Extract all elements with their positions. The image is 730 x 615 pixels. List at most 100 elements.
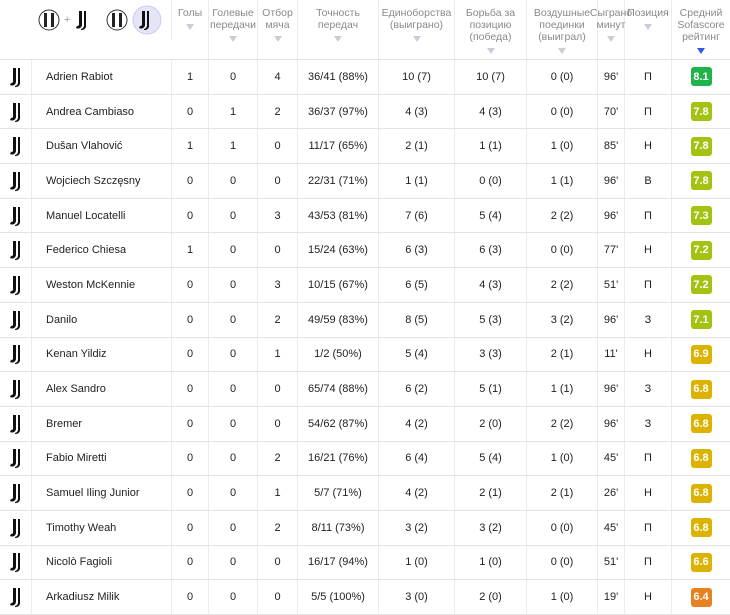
- team-icon: [0, 510, 32, 545]
- stat-cell: 4 (2): [379, 406, 455, 441]
- stat-cell: 2 (2): [527, 406, 598, 441]
- rating-badge: 8.1: [690, 67, 712, 87]
- column-label: Воздушные поединки (выиграл): [533, 7, 591, 43]
- stat-cell: 0: [172, 372, 209, 406]
- stat-cell: 0: [258, 233, 298, 268]
- logo-separator: +: [64, 14, 71, 26]
- sort-arrow: [486, 48, 495, 54]
- juventus-logo-selected[interactable]: [132, 5, 162, 35]
- sort-arrow: [697, 48, 705, 54]
- stat-cell: 1: [209, 129, 258, 164]
- stat-cell: 1 (1): [455, 129, 527, 164]
- stat-cell: 0: [209, 268, 258, 302]
- stat-cell: 1: [172, 233, 209, 268]
- rating-cell: 7.8: [672, 129, 730, 163]
- player-row[interactable]: Arkadiusz Milik 0 0 0 5/5 (100%) 3 (0) 2 (0) 1 …: [0, 580, 730, 615]
- stat-cell: 0: [172, 580, 209, 614]
- stat-cell: 0: [209, 198, 258, 233]
- column-label: Сыграно минут: [589, 7, 633, 31]
- rating-badge: 7.2: [690, 240, 712, 260]
- rating-badge: 6.6: [690, 552, 712, 572]
- player-row[interactable]: Nicolò Fagioli 0 0 0 16/17 (94%) 1 (0) 1 (0) 0 …: [0, 545, 730, 581]
- column-header[interactable]: Точность передач: [298, 0, 379, 59]
- player-name: Arkadiusz Milik: [32, 580, 172, 614]
- player-row[interactable]: Bremer 0 0 0 54/62 (87%) 4 (2) 2 (0) 2 (2) 96' З 6…: [0, 406, 730, 442]
- udinese-logo[interactable]: [106, 9, 128, 31]
- stat-cell: 22/31 (71%): [298, 164, 379, 198]
- column-label: Средний Sofascore рейтинг: [677, 7, 725, 43]
- player-row[interactable]: Andrea Cambiaso 0 1 2 36/37 (97%) 4 (3) 4 (3) 0…: [0, 94, 730, 130]
- stat-cell: П: [625, 94, 672, 129]
- column-header[interactable]: Воздушные поединки (выиграл): [527, 0, 598, 59]
- stat-cell: 6 (3): [455, 233, 527, 268]
- stat-cell: П: [625, 268, 672, 302]
- player-row[interactable]: Fabio Miretti 0 0 2 16/21 (76%) 6 (4) 5 (4) 1 (…: [0, 441, 730, 477]
- stat-cell: Н: [625, 233, 672, 268]
- stat-cell: 5/5 (100%): [298, 580, 379, 614]
- player-name: Fabio Miretti: [32, 441, 172, 476]
- player-name: Danilo: [32, 302, 172, 337]
- column-label: Единоборства (выиграно): [381, 7, 452, 31]
- stat-cell: 45': [598, 441, 625, 476]
- team-icon: [0, 441, 32, 476]
- stat-cell: 3: [258, 268, 298, 302]
- column-header[interactable]: Борьба за позицию (победа): [455, 0, 527, 59]
- stat-cell: 1 (0): [455, 545, 527, 580]
- sort-arrow: [412, 36, 421, 42]
- column-header[interactable]: Средний Sofascore рейтинг: [672, 0, 730, 59]
- rating-badge: 6.8: [690, 414, 712, 434]
- player-row[interactable]: Samuel Iling Junior 0 0 1 5/7 (71%) 4 (2) 2 (1…: [0, 476, 730, 511]
- player-row[interactable]: Weston McKennie 0 0 3 10/15 (67%) 6 (5) 4 (3) 2…: [0, 268, 730, 303]
- stat-cell: 0: [209, 372, 258, 406]
- stat-cell: 0 (0): [527, 545, 598, 580]
- player-row[interactable]: Timothy Weah 0 0 2 8/11 (73%) 3 (2) 3 (2) 0 (0)…: [0, 510, 730, 546]
- stat-cell: 1 (0): [527, 129, 598, 164]
- player-row[interactable]: Manuel Locatelli 0 0 3 43/53 (81%) 7 (6) 5 (4)…: [0, 198, 730, 234]
- stat-cell: 2 (1): [455, 476, 527, 510]
- team-icon: [0, 129, 32, 164]
- player-row[interactable]: Alex Sandro 0 0 0 65/74 (88%) 6 (2) 5 (1) 1 (1)…: [0, 372, 730, 407]
- stat-cell: 0: [172, 337, 209, 372]
- player-row[interactable]: Dušan Vlahović 1 1 0 11/17 (65%) 2 (1) 1 (1) 1 …: [0, 129, 730, 165]
- stat-cell: 2 (1): [527, 337, 598, 372]
- stat-cell: 5/7 (71%): [298, 476, 379, 510]
- column-header[interactable]: Отбор мяча: [258, 0, 298, 59]
- team-icon: [0, 406, 32, 441]
- player-row[interactable]: Federico Chiesa 1 0 0 15/24 (63%) 6 (3) 6 (3) 0…: [0, 233, 730, 269]
- stat-cell: 0: [209, 164, 258, 198]
- player-row[interactable]: Danilo 0 0 2 49/59 (83%) 8 (5) 5 (3) 3 (2) 96' З 7…: [0, 302, 730, 338]
- stat-cell: 8/11 (73%): [298, 510, 379, 545]
- column-header[interactable]: Позиция: [625, 0, 672, 59]
- rating-badge: 7.8: [690, 136, 712, 156]
- rating-cell: 6.4: [672, 580, 730, 614]
- stat-cell: 1: [172, 60, 209, 94]
- player-row[interactable]: Wojciech Szczęsny 0 0 0 22/31 (71%) 1 (1) 0 (0…: [0, 164, 730, 199]
- player-row[interactable]: Adrien Rabiot 1 0 4 36/41 (88%) 10 (7) 10 (7) 0…: [0, 60, 730, 95]
- stat-cell: 16/21 (76%): [298, 441, 379, 476]
- column-label: Голевые передачи: [209, 7, 257, 31]
- stat-cell: 0: [172, 302, 209, 337]
- stat-cell: 2 (1): [527, 476, 598, 510]
- rating-cell: 7.8: [672, 164, 730, 198]
- column-header[interactable]: Единоборства (выиграно): [379, 0, 455, 59]
- player-name: Weston McKennie: [32, 268, 172, 302]
- player-name: Andrea Cambiaso: [32, 94, 172, 129]
- column-header[interactable]: Сыграно минут: [590, 0, 632, 59]
- column-header[interactable]: Голевые передачи: [209, 0, 258, 59]
- player-name: Kenan Yildiz: [32, 337, 172, 372]
- team-logos: +: [0, 0, 172, 40]
- player-row[interactable]: Kenan Yildiz 0 0 1 1/2 (50%) 5 (4) 3 (3) 2 (1) 1…: [0, 337, 730, 373]
- stat-cell: 1 (0): [527, 441, 598, 476]
- sort-arrow: [273, 36, 282, 42]
- player-name: Bremer: [32, 406, 172, 441]
- stat-cell: П: [625, 545, 672, 580]
- column-header[interactable]: Голы: [172, 0, 209, 59]
- column-label: Отбор мяча: [262, 7, 293, 31]
- header-row: + Голы Голевые передачи Отбор мяча Точность…: [0, 0, 730, 60]
- team-icon: [0, 164, 32, 198]
- stat-cell: 96': [598, 302, 625, 337]
- rating-cell: 6.8: [672, 476, 730, 510]
- stat-cell: 2: [258, 441, 298, 476]
- sort-arrow: [558, 48, 566, 54]
